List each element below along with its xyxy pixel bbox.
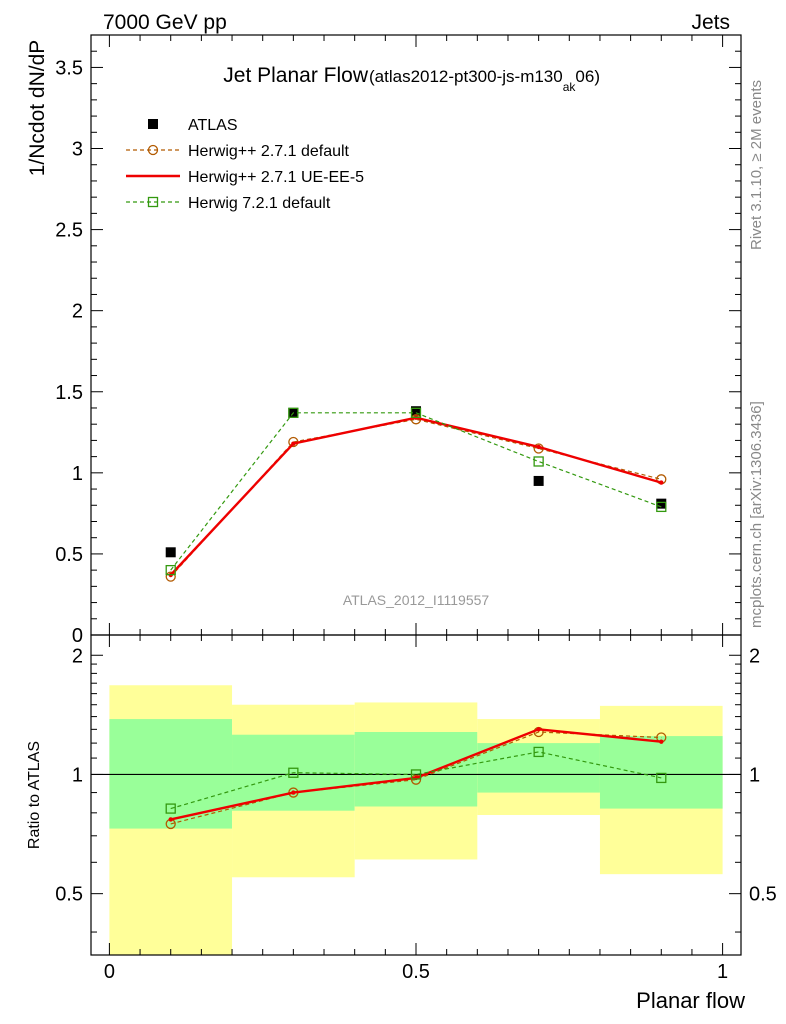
main-plot-content	[165, 406, 667, 582]
legend-label-3: Herwig 7.2.1 default	[188, 195, 331, 212]
x-tick-label: 1	[717, 961, 728, 983]
ratio-y-tick-label-right: 1	[749, 764, 760, 786]
header-left: 7000 GeV pp	[103, 11, 227, 34]
ratio-y-tick-label-left: 2	[72, 645, 83, 667]
ratio-series-2-point-4	[656, 772, 667, 784]
chart-subtitle-main: (atlas2012-pt300-js-m130	[369, 67, 563, 86]
chart-subtitle-tail: 06)	[575, 67, 600, 86]
main-series-0-point-3	[533, 475, 544, 486]
mcplots-label: mcplots.cern.ch [arXiv:1306.3436]	[748, 401, 765, 628]
main-y-tick-label: 1.5	[55, 382, 83, 404]
ratio-series-0-point-2	[410, 774, 422, 785]
rivet-label: Rivet 3.1.10, ≥ 2M events	[748, 80, 765, 250]
ratio-series-1-point-1	[291, 790, 296, 795]
main-y-tick-label: 0	[72, 625, 83, 647]
legend-marker-1	[147, 144, 159, 156]
ratio-band-green-0	[109, 719, 233, 829]
ratio-y-tick-label-right: 2	[749, 645, 760, 667]
ratio-y-axis-label: Ratio to ATLAS	[26, 741, 43, 849]
main-series-3-point-0	[165, 564, 176, 576]
ratio-series-2-point-1	[288, 767, 299, 778]
main-series-0-point-0	[165, 547, 176, 558]
legend: ATLAS Herwig++ 2.7.1 default Herwig++ 2.7.…	[126, 117, 364, 212]
ratio-series-1-point-0	[168, 817, 173, 822]
main-y-tick-label: 0.5	[55, 544, 83, 566]
main-series-0-point-4	[656, 498, 667, 509]
chart-subtitle-sub: ak	[563, 80, 577, 94]
ratio-y-tick-label-left: 0.5	[55, 884, 83, 906]
legend-marker-3	[147, 196, 159, 208]
main-series-2-line	[169, 416, 662, 576]
main-series-3-point-2	[410, 407, 422, 418]
analysis-watermark: ATLAS_2012_I1119557	[343, 592, 490, 608]
main-ticks: 0 0.5 1 1.5 2 2.5 3 3.5	[55, 35, 741, 647]
x-tick-label: 0	[104, 961, 115, 983]
legend-label-0: ATLAS	[188, 117, 238, 134]
ratio-series-2-point-0	[165, 803, 176, 814]
main-series-2-point-4	[659, 480, 664, 485]
legend-label-2: Herwig++ 2.7.1 UE-EE-5	[188, 169, 364, 186]
main-series-0-point-2	[411, 406, 421, 417]
main-y-tick-label: 3.5	[55, 57, 83, 79]
chart-title: Jet Planar Flow	[223, 64, 369, 87]
legend-label-1: Herwig++ 2.7.1 default	[188, 143, 350, 160]
ratio-ticks: 0.5 0.5 1 1 2 2 0 0.5 1	[55, 635, 777, 983]
ratio-plot-content	[91, 685, 741, 955]
ratio-series-2-point-3	[533, 746, 544, 758]
main-y-tick-label: 2	[72, 301, 83, 323]
ratio-series-2-point-2	[410, 769, 422, 780]
main-y-tick-label: 3	[72, 139, 83, 161]
ratio-y-tick-label-right: 0.5	[749, 884, 777, 906]
header-right: Jets	[691, 11, 730, 34]
ratio-panel: 0.5 0.5 1 1 2 2 0 0.5 1 Ratio to ATLAS Planar fl…	[26, 634, 777, 1013]
main-series-3-point-1	[288, 407, 299, 418]
x-axis-label: Planar flow	[636, 988, 745, 1013]
ratio-series-1-point-4	[659, 739, 664, 744]
chart-subtitle: (atlas2012-pt300-js-m130ak06)	[369, 67, 600, 94]
main-series-2-point-1	[291, 441, 296, 446]
main-panel: 0 0.5 1 1.5 2 2.5 3 3.5 1/Ncdot dN/dP Jet Plana…	[26, 34, 742, 647]
main-series-1-point-0	[165, 571, 176, 582]
main-y-tick-label: 2.5	[55, 220, 83, 242]
main-series-3-point-4	[656, 501, 667, 513]
ratio-series-1-point-3	[536, 727, 541, 732]
main-series-3-point-3	[533, 456, 544, 467]
ratio-y-tick-label-left: 1	[72, 764, 83, 786]
ratio-series-2-line	[170, 751, 662, 810]
main-y-axis-label: 1/Ncdot dN/dP	[26, 40, 49, 177]
ratio-band-green-4	[599, 736, 723, 809]
main-y-tick-label: 1	[72, 463, 83, 485]
main-series-3-line	[170, 412, 662, 571]
legend-marker-0	[148, 119, 158, 129]
ratio-band-green-3	[477, 743, 600, 793]
main-series-2-point-3	[536, 444, 541, 450]
x-tick-label: 0.5	[402, 961, 430, 983]
ratio-band-green-2	[354, 732, 478, 807]
